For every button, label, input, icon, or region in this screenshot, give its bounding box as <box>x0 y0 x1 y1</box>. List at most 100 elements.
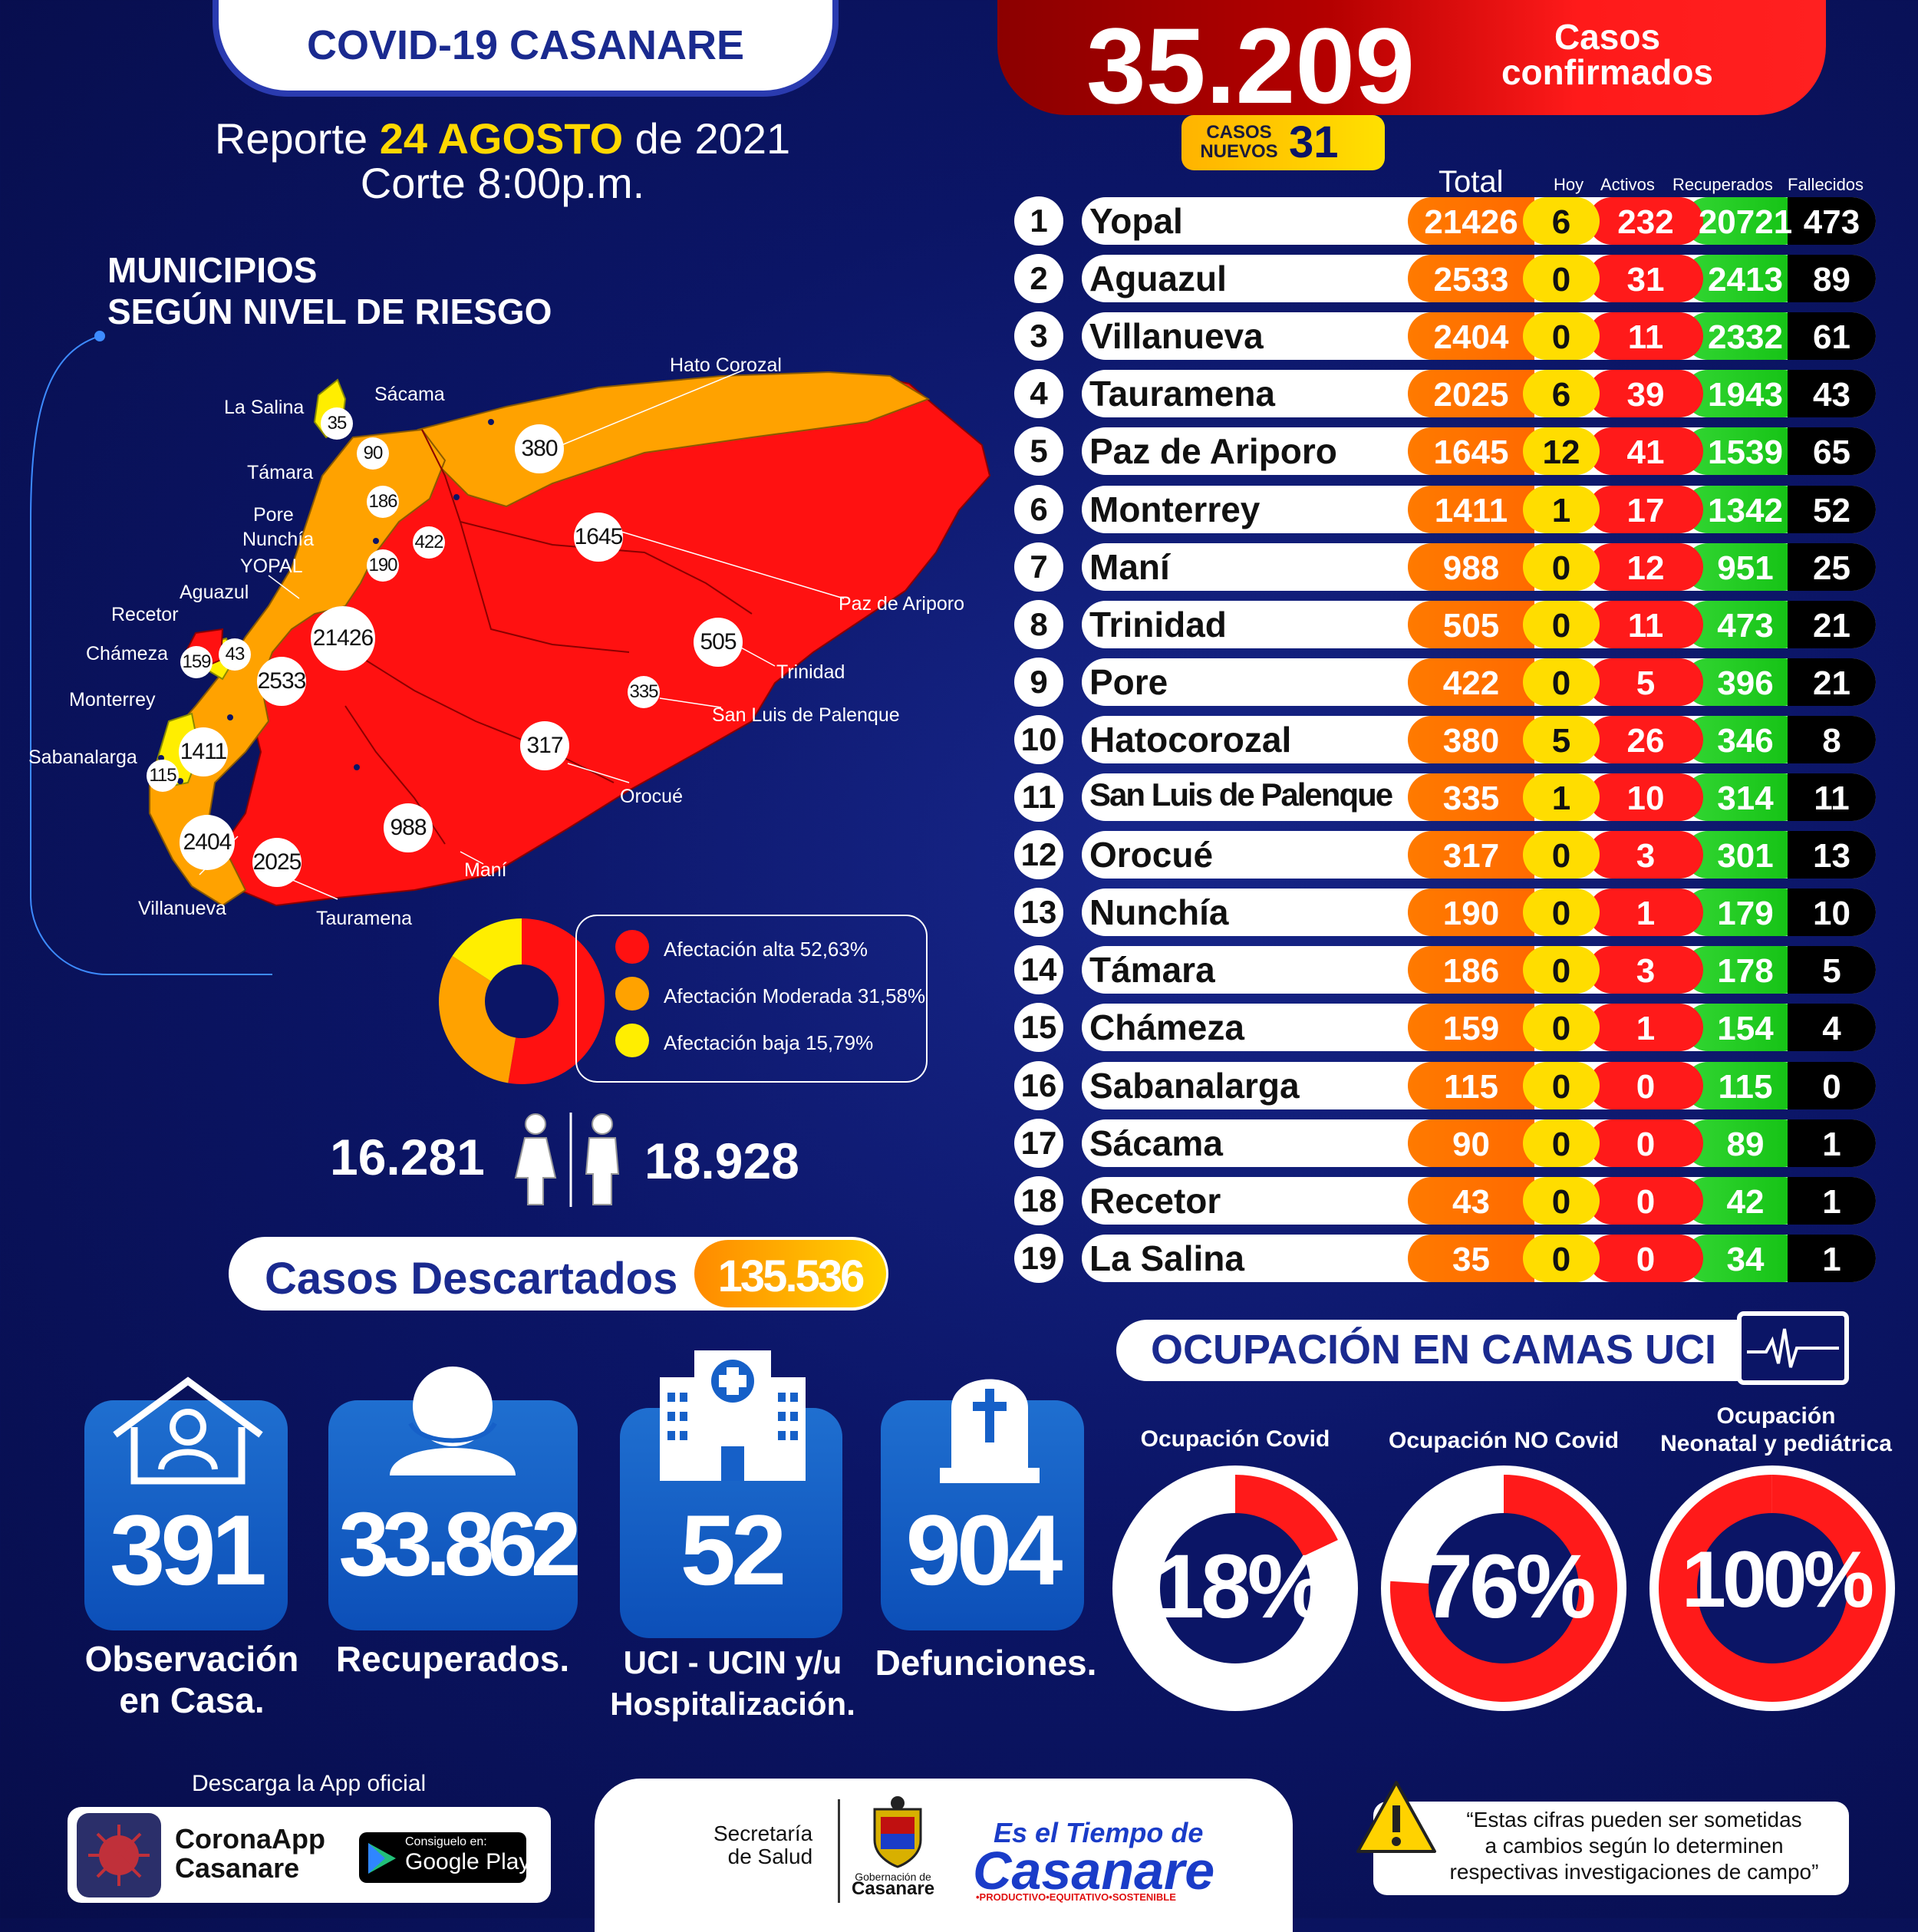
row-number: 3 <box>1014 312 1063 361</box>
row-number: 9 <box>1014 658 1063 707</box>
cell-activos: 17 <box>1626 492 1665 529</box>
row-number: 14 <box>1014 945 1063 994</box>
map-label-aguazul: Aguazul <box>180 582 249 603</box>
map-label-sacama: Sácama <box>374 384 445 405</box>
cell-total-bg <box>1408 1062 1534 1109</box>
cell-hoy: 1 <box>1551 780 1571 817</box>
risk-donut-chart <box>439 918 605 1084</box>
row-number: 18 <box>1014 1176 1063 1225</box>
cell-fallecidos-bg <box>1788 946 1876 994</box>
map-region-hato-corozal <box>417 371 931 508</box>
secretaria-salud: Secretaría de Salud <box>713 1822 812 1868</box>
map-value-pore: 422 <box>413 526 445 559</box>
map-label-yopal: YOPAL <box>240 556 303 577</box>
cell-activos: 3 <box>1636 952 1656 990</box>
cell-recuperados: 154 <box>1717 1010 1774 1047</box>
report-year: de 2021 <box>623 114 791 163</box>
map-value-monterrey: 1411 <box>179 727 228 776</box>
cell-hoy-bg <box>1523 197 1600 245</box>
total-cases-banner <box>997 0 1826 115</box>
cell-fallecidos: 61 <box>1813 318 1850 356</box>
discarded-value: 135.536 <box>717 1251 865 1301</box>
cell-fallecidos-bg <box>1788 1235 1876 1282</box>
map-label-recetor: Recetor <box>111 604 179 625</box>
row-number: 7 <box>1014 542 1063 592</box>
map-label-hato-corozal: Hato Corozal <box>670 354 782 376</box>
stat-label-defunciones: Defunciones. <box>875 1643 1097 1683</box>
cell-fallecidos: 1 <box>1822 1241 1841 1278</box>
report-date: Reporte 24 AGOSTO de 2021 <box>138 114 867 163</box>
stat-label-line1: UCI - UCIN y/u <box>623 1644 842 1680</box>
row-number: 8 <box>1014 600 1063 649</box>
cell-fallecidos-bg <box>1788 427 1876 475</box>
cell-recuperados-bg <box>1684 773 1807 821</box>
coronavirus-app-icon[interactable] <box>77 1813 161 1897</box>
cell-activos: 5 <box>1636 664 1656 702</box>
cell-total-bg <box>1408 601 1534 648</box>
row-number: 1 <box>1014 196 1063 246</box>
cell-fallecidos: 1 <box>1822 1183 1841 1221</box>
gob-line2: Casanare <box>852 1878 935 1899</box>
uci-value: 76 <box>1422 1536 1519 1637</box>
cell-activos-bg <box>1588 1119 1703 1167</box>
cell-fallecidos: 5 <box>1822 952 1841 990</box>
cell-activos-bg <box>1588 255 1703 302</box>
cell-activos: 31 <box>1626 261 1665 298</box>
map-value-yopal: 21426 <box>311 606 375 671</box>
uci-label-line1: Ocupación <box>1716 1403 1836 1429</box>
cell-recuperados: 115 <box>1718 1068 1773 1106</box>
cell-activos-bg <box>1588 197 1703 245</box>
legend-dot-baja <box>615 1024 649 1057</box>
cell-activos: 3 <box>1636 837 1656 875</box>
row-municipality-name: Trinidad <box>1089 605 1227 645</box>
cell-activos-bg <box>1588 716 1703 763</box>
cell-hoy-bg <box>1523 773 1600 821</box>
row-number: 11 <box>1014 773 1063 822</box>
cell-hoy-bg <box>1523 601 1600 648</box>
cell-total-bg <box>1408 831 1534 879</box>
stat-value-defunciones: 904 <box>905 1494 1063 1606</box>
legend-dot-moderada <box>615 977 649 1011</box>
cell-recuperados-bg <box>1684 658 1807 706</box>
cell-hoy: 6 <box>1551 203 1571 241</box>
cell-activos-bg <box>1588 427 1703 475</box>
cell-hoy: 5 <box>1551 722 1571 760</box>
row-municipality-name: Yopal <box>1089 201 1183 241</box>
cell-recuperados: 179 <box>1717 895 1774 932</box>
uci-title: OCUPACIÓN EN CAMAS UCI <box>1151 1327 1717 1373</box>
discarded-value-box <box>694 1240 886 1307</box>
map-label-tauramena: Tauramena <box>316 908 413 929</box>
cell-fallecidos: 473 <box>1803 203 1860 241</box>
map-value-sacama: 90 <box>357 437 389 470</box>
cell-total: 2533 <box>1433 261 1509 298</box>
row-municipality-name: Pore <box>1089 662 1168 702</box>
cell-fallecidos: 0 <box>1822 1068 1841 1106</box>
cell-recuperados: 314 <box>1717 780 1774 817</box>
row-number: 15 <box>1014 1003 1063 1052</box>
cell-hoy-bg <box>1523 1235 1600 1282</box>
cell-total-bg <box>1408 716 1534 763</box>
cell-recuperados: 1342 <box>1708 492 1783 529</box>
play-store-icon <box>368 1843 396 1874</box>
cell-recuperados-bg <box>1684 1235 1807 1282</box>
cell-fallecidos: 65 <box>1813 434 1850 471</box>
cell-fallecidos-bg <box>1788 312 1876 360</box>
app-name[interactable]: CoronaApp Casanare <box>175 1825 325 1883</box>
app-download-title: Descarga la App oficial <box>192 1771 427 1796</box>
cell-recuperados: 20721 <box>1698 203 1793 241</box>
cell-recuperados-bg <box>1684 197 1807 245</box>
cell-activos-bg <box>1588 543 1703 591</box>
cell-total: 90 <box>1452 1126 1490 1163</box>
row-number: 13 <box>1014 888 1063 937</box>
uci-value-neonatal: 100% <box>1649 1535 1903 1626</box>
row-municipality-name: San Luis de Palenque <box>1089 776 1393 813</box>
total-cases-label: Casos confirmados <box>1488 19 1726 90</box>
map-value-recetor: 43 <box>219 638 251 671</box>
sponsors-box <box>595 1779 1293 1932</box>
cell-fallecidos: 52 <box>1813 492 1850 529</box>
cell-fallecidos-bg <box>1788 889 1876 936</box>
cell-fallecidos: 11 <box>1814 780 1850 817</box>
cell-fallecidos-bg <box>1788 601 1876 648</box>
header-total: Total <box>1438 165 1504 199</box>
cell-hoy-bg <box>1523 831 1600 879</box>
